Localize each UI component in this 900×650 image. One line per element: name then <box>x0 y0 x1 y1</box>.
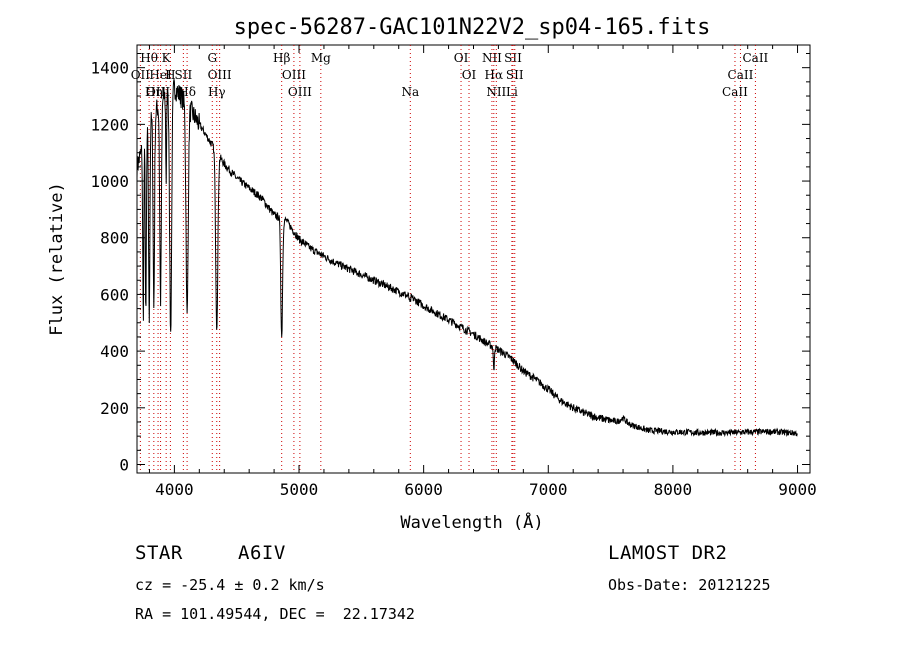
x-tick-label: 9000 <box>778 480 817 499</box>
line-marker-label: H <box>165 68 175 82</box>
spectrum-line <box>136 79 798 438</box>
x-tick-label: 4000 <box>155 480 194 499</box>
obs-date: Obs-Date: 20121225 <box>608 576 771 594</box>
x-axis-label: Wavelength (Å) <box>400 511 543 533</box>
ra-dec: RA = 101.49544, DEC = 22.17342 <box>135 605 415 623</box>
line-marker-label: OII <box>131 68 151 82</box>
line-marker-label: K <box>162 51 172 65</box>
chart-title: spec-56287-GAC101N22V2_sp04-165.fits <box>234 15 711 40</box>
y-tick-label: 200 <box>100 399 129 418</box>
line-marker-label: CaII <box>742 51 768 65</box>
line-marker-label: OIII <box>208 68 232 82</box>
y-tick-label: 1000 <box>90 172 129 191</box>
line-marker-label: Hβ <box>273 51 290 65</box>
line-marker-label: OIII <box>288 85 312 99</box>
y-tick-label: 0 <box>119 455 129 474</box>
line-marker-label: Na <box>401 85 419 99</box>
plot-frame <box>136 44 811 474</box>
y-tick-label: 400 <box>100 342 129 361</box>
redshift-cz: cz = -25.4 ± 0.2 km/s <box>135 576 325 594</box>
y-tick-label: 800 <box>100 229 129 248</box>
survey-name: LAMOST DR2 <box>608 542 728 564</box>
x-tick-label: 5000 <box>280 480 319 499</box>
line-marker-label: CaII <box>722 85 748 99</box>
line-marker-label: Hη <box>145 85 163 99</box>
y-tick-label: 1200 <box>90 115 129 134</box>
y-tick-label: 600 <box>100 285 129 304</box>
y-tick-label: 1400 <box>90 59 129 78</box>
line-marker-label: G <box>207 51 217 65</box>
x-tick-label: 8000 <box>654 480 693 499</box>
y-axis-label: Flux (relative) <box>47 182 67 336</box>
line-marker-label: SII <box>504 51 522 65</box>
line-marker-label: Li <box>506 85 518 99</box>
object-class: STAR <box>135 542 183 564</box>
line-marker-label: Hθ <box>140 51 158 65</box>
x-tick-label: 6000 <box>404 480 443 499</box>
axes: 4000 5000 6000 7000 8000 9000 0 200 400 600 800 100… <box>90 45 817 499</box>
line-marker-label: NII <box>482 51 502 65</box>
line-marker-label: OI <box>462 68 477 82</box>
object-subclass: A6IV <box>238 542 286 564</box>
line-marker-label: SII <box>506 68 524 82</box>
line-marker-label: Mg <box>311 51 331 65</box>
line-marker-label: NII <box>486 85 506 99</box>
line-marker-label: HeI <box>149 68 172 82</box>
line-marker-label: Hα <box>485 68 504 82</box>
line-marker-label: OIII <box>282 68 306 82</box>
line-marker-label: OI <box>454 51 469 65</box>
line-marker-label: CaII <box>728 68 754 82</box>
line-marker-label: SII <box>175 68 193 82</box>
line-marker-label: Hγ <box>208 85 226 99</box>
x-tick-label: 7000 <box>529 480 568 499</box>
